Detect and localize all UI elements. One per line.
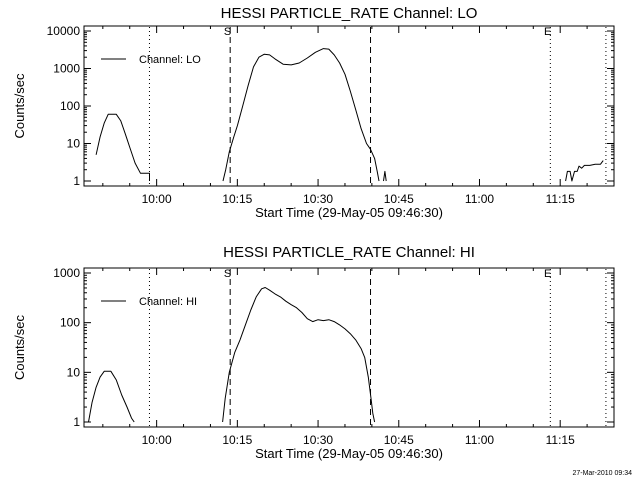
x-tick-label: 11:00 [465,192,494,206]
plot-frame [83,267,615,428]
y-tick-label: 1 [73,174,80,188]
y-tick-label: 10 [67,365,81,379]
chart-panel-hi: HESSI PARTICLE_RATE Channel: HI 10:00 10:1… [12,244,615,461]
x-tick-label: 10:45 [384,192,414,206]
series-line [565,160,604,182]
series-line [95,113,150,181]
marker-label: E [544,268,551,280]
marker-label: S [224,268,231,280]
marker-label: S [224,26,231,38]
chart-title: HESSI PARTICLE_RATE Channel: LO [221,5,478,22]
x-tick-label: 11:15 [546,433,575,447]
series-line [88,370,135,423]
y-tick-label: 1000 [53,266,80,280]
legend-label: Channel: HI [139,296,197,308]
plot-frame [83,25,615,187]
x-tick-label: 10:15 [222,192,252,206]
x-tick-label: 11:15 [546,192,575,206]
series-line [222,287,376,423]
x-axis-label: Start Time (29-May-05 09:46:30) [255,446,443,461]
y-tick-label: 10 [67,137,81,151]
x-tick-label: 10:30 [303,433,333,447]
y-tick-label: 1 [73,415,80,429]
series-line [383,170,387,182]
y-tick-label: 100 [60,99,80,113]
series-line [222,48,380,182]
x-tick-label: 10:15 [222,433,252,447]
chart-panel-lo: HESSI PARTICLE_RATE Channel: LO 10:00 10:1… [12,5,615,220]
x-tick-label: 10:30 [303,192,333,206]
x-tick-label: 10:00 [142,433,172,447]
y-axis-label: Counts/sec [12,314,27,380]
chart-title: HESSI PARTICLE_RATE Channel: HI [223,244,475,261]
timestamp: 27-Mar-2010 09:34 [572,470,632,477]
legend-label: Channel: LO [139,54,201,66]
x-tick-label: 10:45 [384,433,414,447]
y-tick-label: 10000 [47,24,81,38]
marker-label: E [544,26,551,38]
x-tick-label: 11:00 [465,433,494,447]
y-tick-label: 100 [60,316,80,330]
y-tick-label: 1000 [53,62,80,76]
y-axis-label: Counts/sec [12,73,27,139]
x-tick-label: 10:00 [142,192,172,206]
x-axis-label: Start Time (29-May-05 09:46:30) [255,205,443,220]
